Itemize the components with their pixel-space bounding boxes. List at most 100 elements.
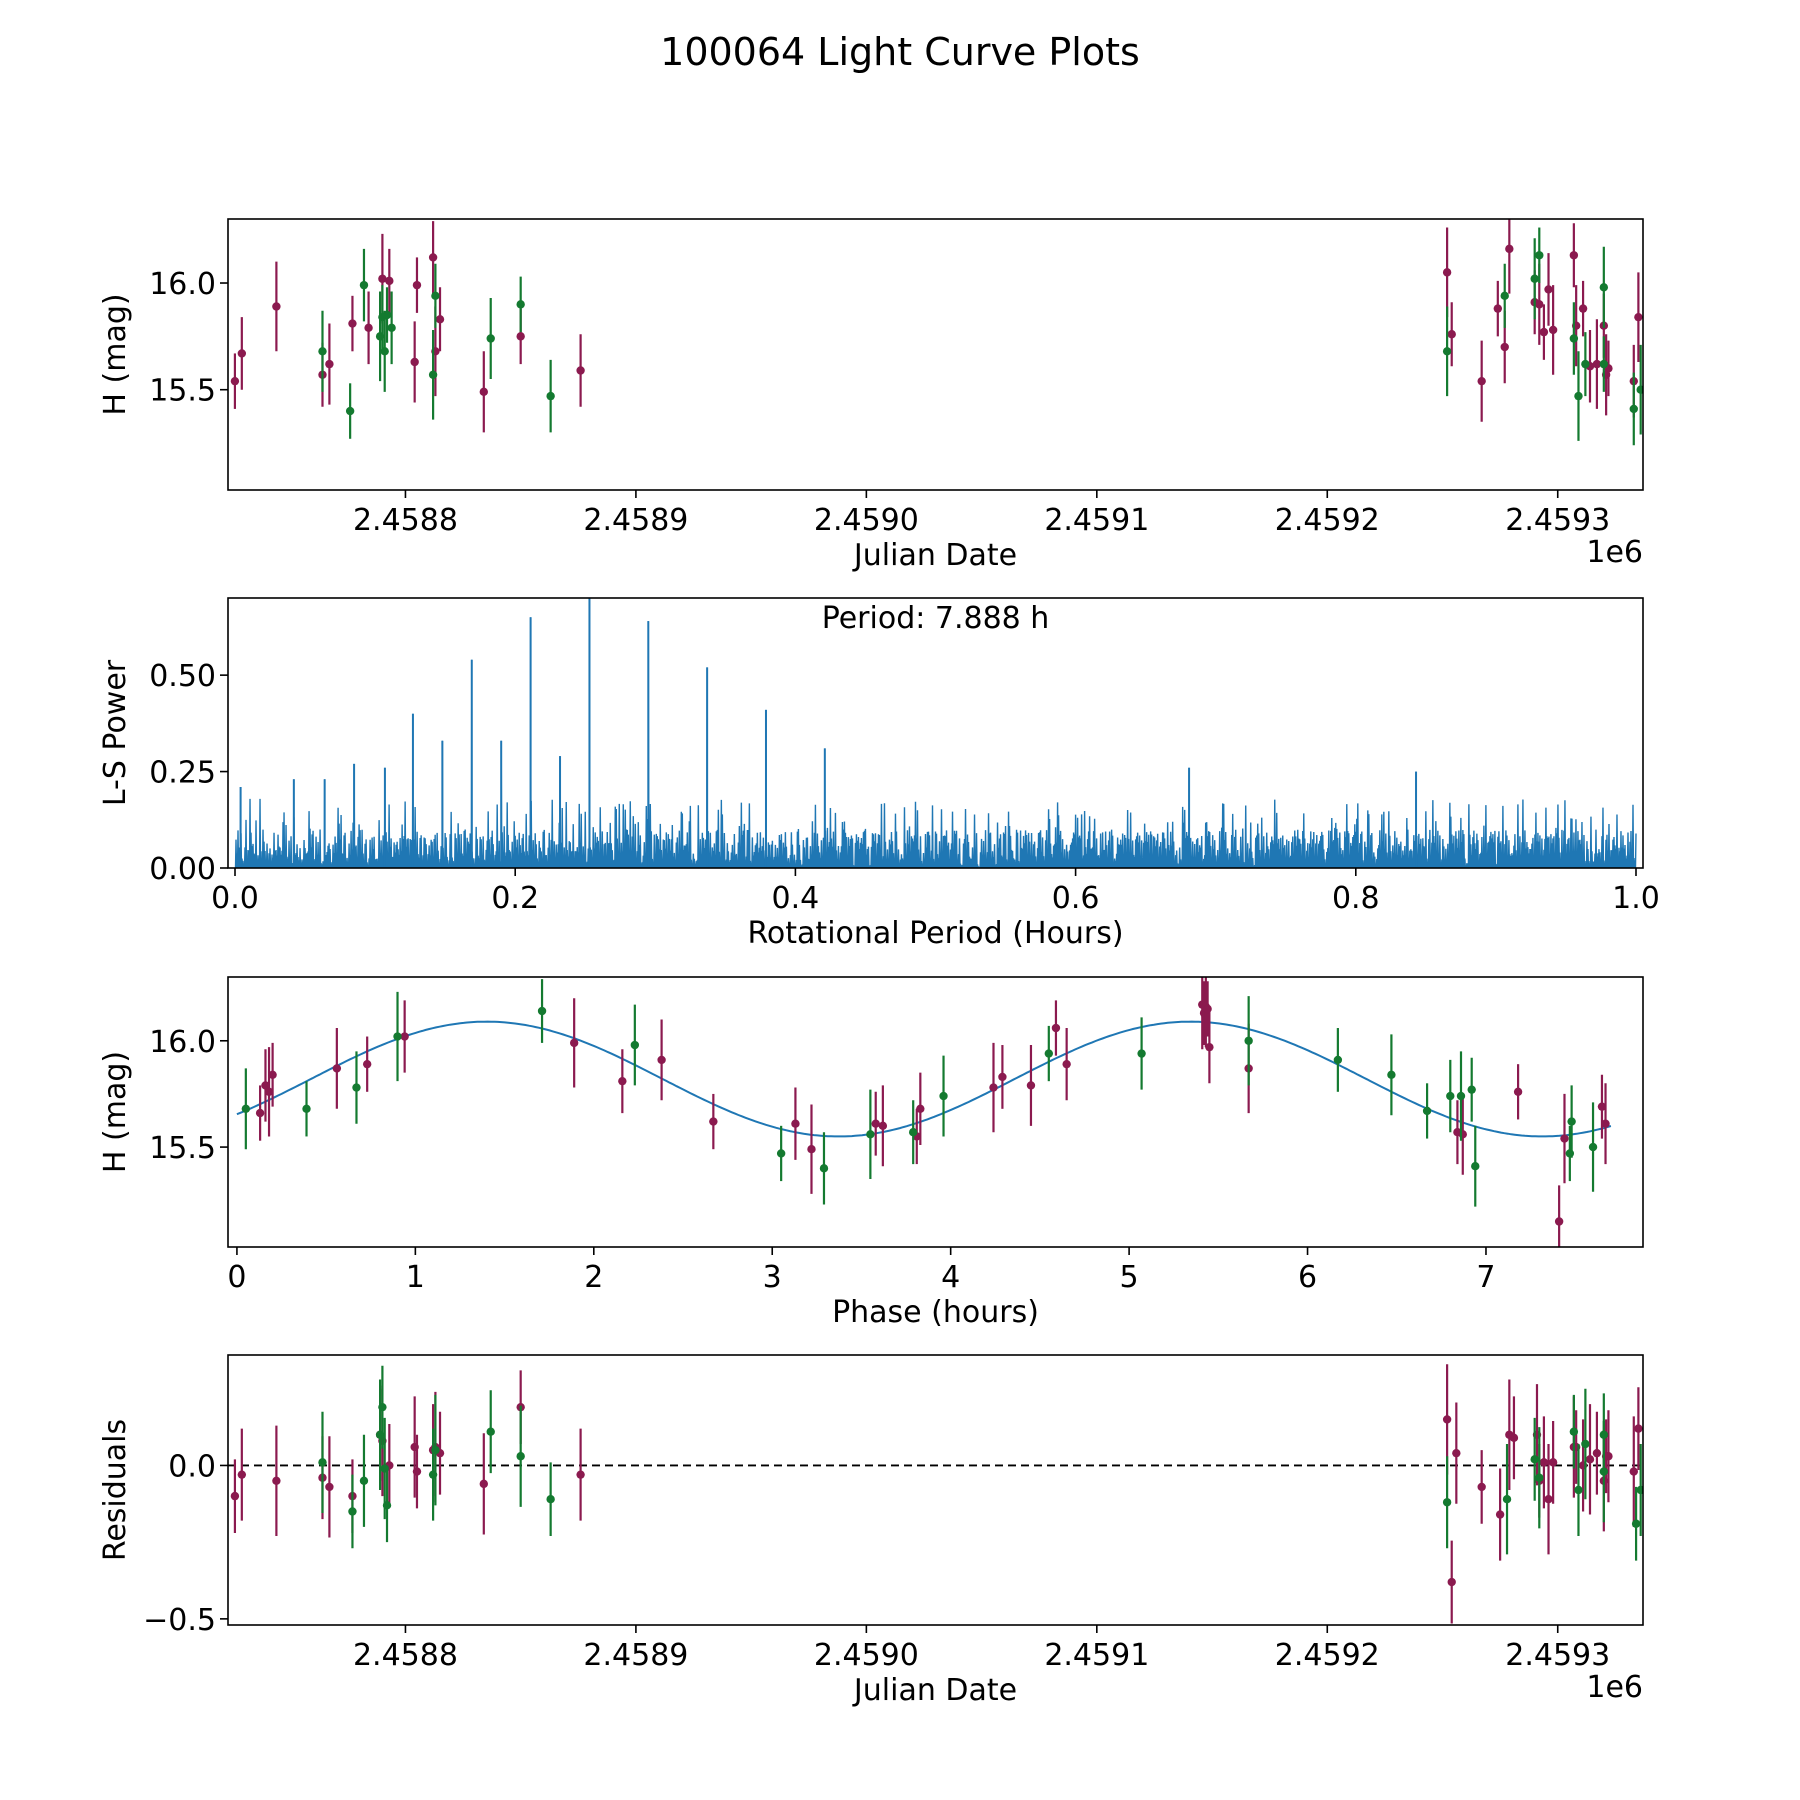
data-point-r <box>1477 1482 1486 1492</box>
x-tick-label: 1 <box>406 1260 425 1295</box>
data-point-g <box>382 310 392 320</box>
x-axis-label: Julian Date <box>852 1673 1017 1708</box>
data-point-r <box>268 1070 277 1079</box>
data-point-r <box>998 1072 1007 1082</box>
x-tick-label: 0.0 <box>211 881 259 916</box>
x-tick-label: 5 <box>1120 1260 1139 1295</box>
data-point-g <box>1442 347 1452 356</box>
data-point-r <box>1493 304 1503 313</box>
data-point-r <box>1554 1217 1564 1226</box>
data-point-r <box>1597 1102 1607 1111</box>
data-point-r <box>261 1081 270 1090</box>
x-axis-label: Julian Date <box>852 538 1017 573</box>
plot-area <box>230 219 1643 446</box>
data-point-g <box>1530 274 1539 283</box>
data-point-g <box>1333 1055 1343 1065</box>
data-point-g <box>1422 1106 1432 1116</box>
x-tick-label: 2.4592 <box>1275 503 1380 538</box>
data-point-g <box>318 1458 327 1467</box>
x-tick-label: 2.4591 <box>1044 503 1149 538</box>
panel-residuals: 2.4588 2.4589 2.4590 2.4591 2.4592 2.4593 −0.5… <box>98 1354 1644 1708</box>
plot-area <box>228 1364 1643 1624</box>
data-point-r <box>807 1145 816 1154</box>
figure-title: 100064 Light Curve Plots <box>660 30 1140 74</box>
data-point-g <box>348 1507 357 1516</box>
data-point-g <box>1471 1162 1480 1171</box>
y-axis-label: H (mag) <box>98 293 133 415</box>
data-point-r <box>1560 1134 1569 1143</box>
data-point-r <box>1592 1448 1602 1458</box>
data-point-g <box>302 1104 311 1114</box>
data-point-r <box>791 1119 800 1128</box>
data-point-r <box>325 359 334 369</box>
data-point-r <box>362 1059 372 1069</box>
data-point-g <box>382 1501 392 1510</box>
data-point-g <box>1467 1085 1476 1094</box>
data-point-r <box>989 1083 998 1092</box>
data-point-g <box>1581 359 1590 369</box>
data-point-r <box>378 274 387 283</box>
data-point-g <box>1244 1036 1253 1045</box>
data-point-r <box>400 1032 409 1041</box>
data-point-r <box>1500 342 1509 352</box>
data-point-r <box>332 1064 342 1073</box>
y-tick-label: 15.5 <box>149 1131 216 1166</box>
data-point-r <box>237 349 247 358</box>
axes-frame <box>227 218 1644 491</box>
data-point-g <box>1456 1091 1466 1101</box>
data-point-r <box>1509 1433 1519 1443</box>
x-tick-label: 2.4589 <box>583 1638 688 1673</box>
data-point-g <box>516 300 525 309</box>
data-point-g <box>819 1164 829 1173</box>
data-point-r <box>1495 1510 1505 1519</box>
axes-frame <box>227 976 1644 1248</box>
data-point-g <box>1535 1473 1544 1482</box>
x-tick-label: 0.2 <box>491 881 539 916</box>
data-point-r <box>325 1482 334 1492</box>
data-point-g <box>359 1476 369 1485</box>
data-point-g <box>1636 1485 1643 1495</box>
data-point-r <box>1447 330 1456 339</box>
data-point-r <box>1442 268 1452 277</box>
y-tick-label: 16.0 <box>149 1025 216 1060</box>
x-tick-label: 2.4592 <box>1275 1638 1380 1673</box>
data-point-g <box>387 323 396 333</box>
data-point-r <box>1447 1577 1456 1587</box>
data-point-r <box>230 1491 240 1501</box>
data-point-r <box>435 315 445 324</box>
data-point-g <box>431 291 440 301</box>
data-point-g <box>776 1149 786 1158</box>
x-axis-label: Phase (hours) <box>832 1295 1039 1330</box>
data-point-r <box>1513 1087 1523 1097</box>
x-tick-label: 0 <box>227 1260 246 1295</box>
y-axis-label: Residuals <box>98 1419 133 1561</box>
data-point-g <box>241 1104 251 1114</box>
data-point-r <box>1026 1081 1036 1090</box>
data-point-r <box>569 1038 579 1048</box>
data-point-r <box>1477 376 1486 386</box>
x-tick-label: 2.4590 <box>814 503 919 538</box>
data-point-r <box>1629 1467 1638 1476</box>
data-point-g <box>908 1127 918 1137</box>
x-offset-label: 1e6 <box>1586 1670 1643 1705</box>
panel-phased: 0 1 2 3 4 5 6 7 15.5 16.0 Phase (hours) H (mag) <box>98 976 1644 1330</box>
x-tick-label: 3 <box>763 1260 782 1295</box>
data-point-r <box>618 1076 627 1086</box>
data-point-r <box>1051 1023 1061 1033</box>
data-point-r <box>364 323 373 333</box>
data-point-g <box>537 1006 547 1016</box>
x-tick-label: 2.4589 <box>583 503 688 538</box>
y-tick-label: 0.0 <box>168 1449 216 1484</box>
x-tick-label: 2.4590 <box>814 1638 919 1673</box>
data-point-g <box>1629 404 1638 414</box>
data-point-r <box>516 332 525 341</box>
y-tick-label: 16.0 <box>149 267 216 302</box>
plot-area <box>234 598 1637 868</box>
x-tick-label: 0.6 <box>1052 881 1100 916</box>
data-point-g <box>1044 1049 1054 1058</box>
data-point-r <box>576 366 585 375</box>
data-point-g <box>546 1495 555 1504</box>
data-point-r <box>1634 312 1643 322</box>
data-point-r <box>1604 1452 1613 1461</box>
data-point-g <box>630 1040 640 1050</box>
